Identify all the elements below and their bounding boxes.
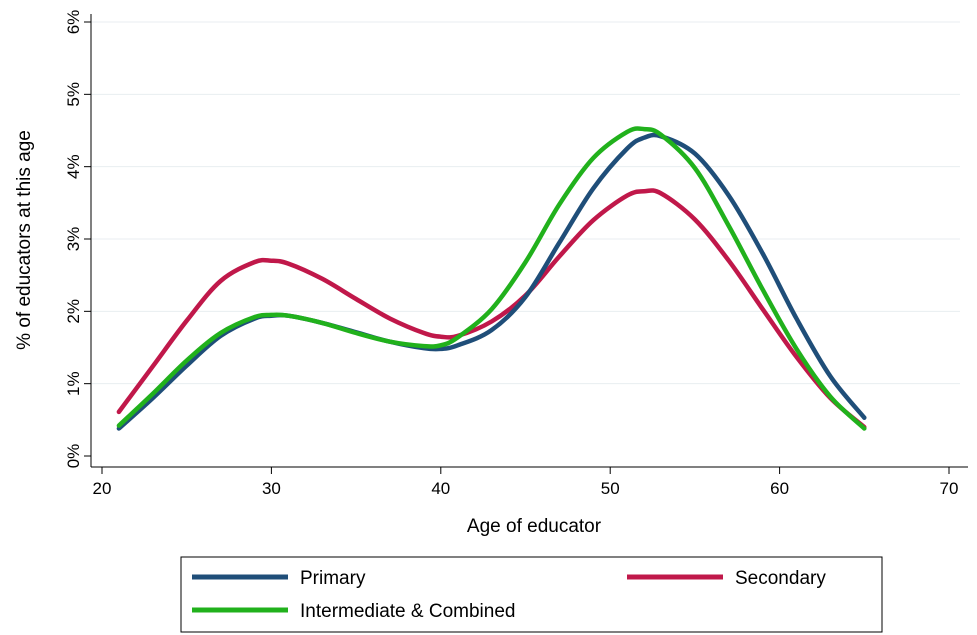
gridlines [91, 21, 960, 385]
tick-labels: 0% 1% 2% 3% 4% 5% 6% 20 30 40 50 60 70 [64, 10, 958, 498]
legend-label-secondary: Secondary [735, 568, 826, 589]
y-tick-label: 5% [64, 82, 83, 107]
series-lines [116, 126, 867, 431]
x-tick-label: 20 [93, 479, 112, 498]
x-tick-label: 50 [601, 479, 620, 498]
legend-box [180, 556, 883, 633]
axes [84, 14, 968, 474]
x-tick-label: 60 [770, 479, 789, 498]
y-tick-label: 2% [64, 299, 83, 324]
series-line-intermediate-combined [116, 126, 867, 431]
y-tick-label: 6% [64, 10, 83, 35]
series-line-secondary [116, 188, 867, 430]
y-tick-label: 1% [64, 371, 83, 396]
x-axis-title: Age of educator [467, 516, 602, 537]
x-tick-label: 70 [940, 479, 959, 498]
y-tick-label: 4% [64, 154, 83, 179]
legend: Primary Secondary Intermediate & Combine… [180, 556, 883, 633]
legend-label-intermediate-combined: Intermediate & Combined [300, 601, 515, 622]
x-tick-label: 30 [262, 479, 281, 498]
legend-label-primary: Primary [300, 568, 366, 589]
y-axis-title: % of educators at this age [14, 130, 35, 350]
y-tick-label: 0% [64, 444, 83, 469]
series-line-primary [116, 132, 867, 431]
y-tick-label: 3% [64, 227, 83, 252]
x-tick-label: 40 [431, 479, 450, 498]
